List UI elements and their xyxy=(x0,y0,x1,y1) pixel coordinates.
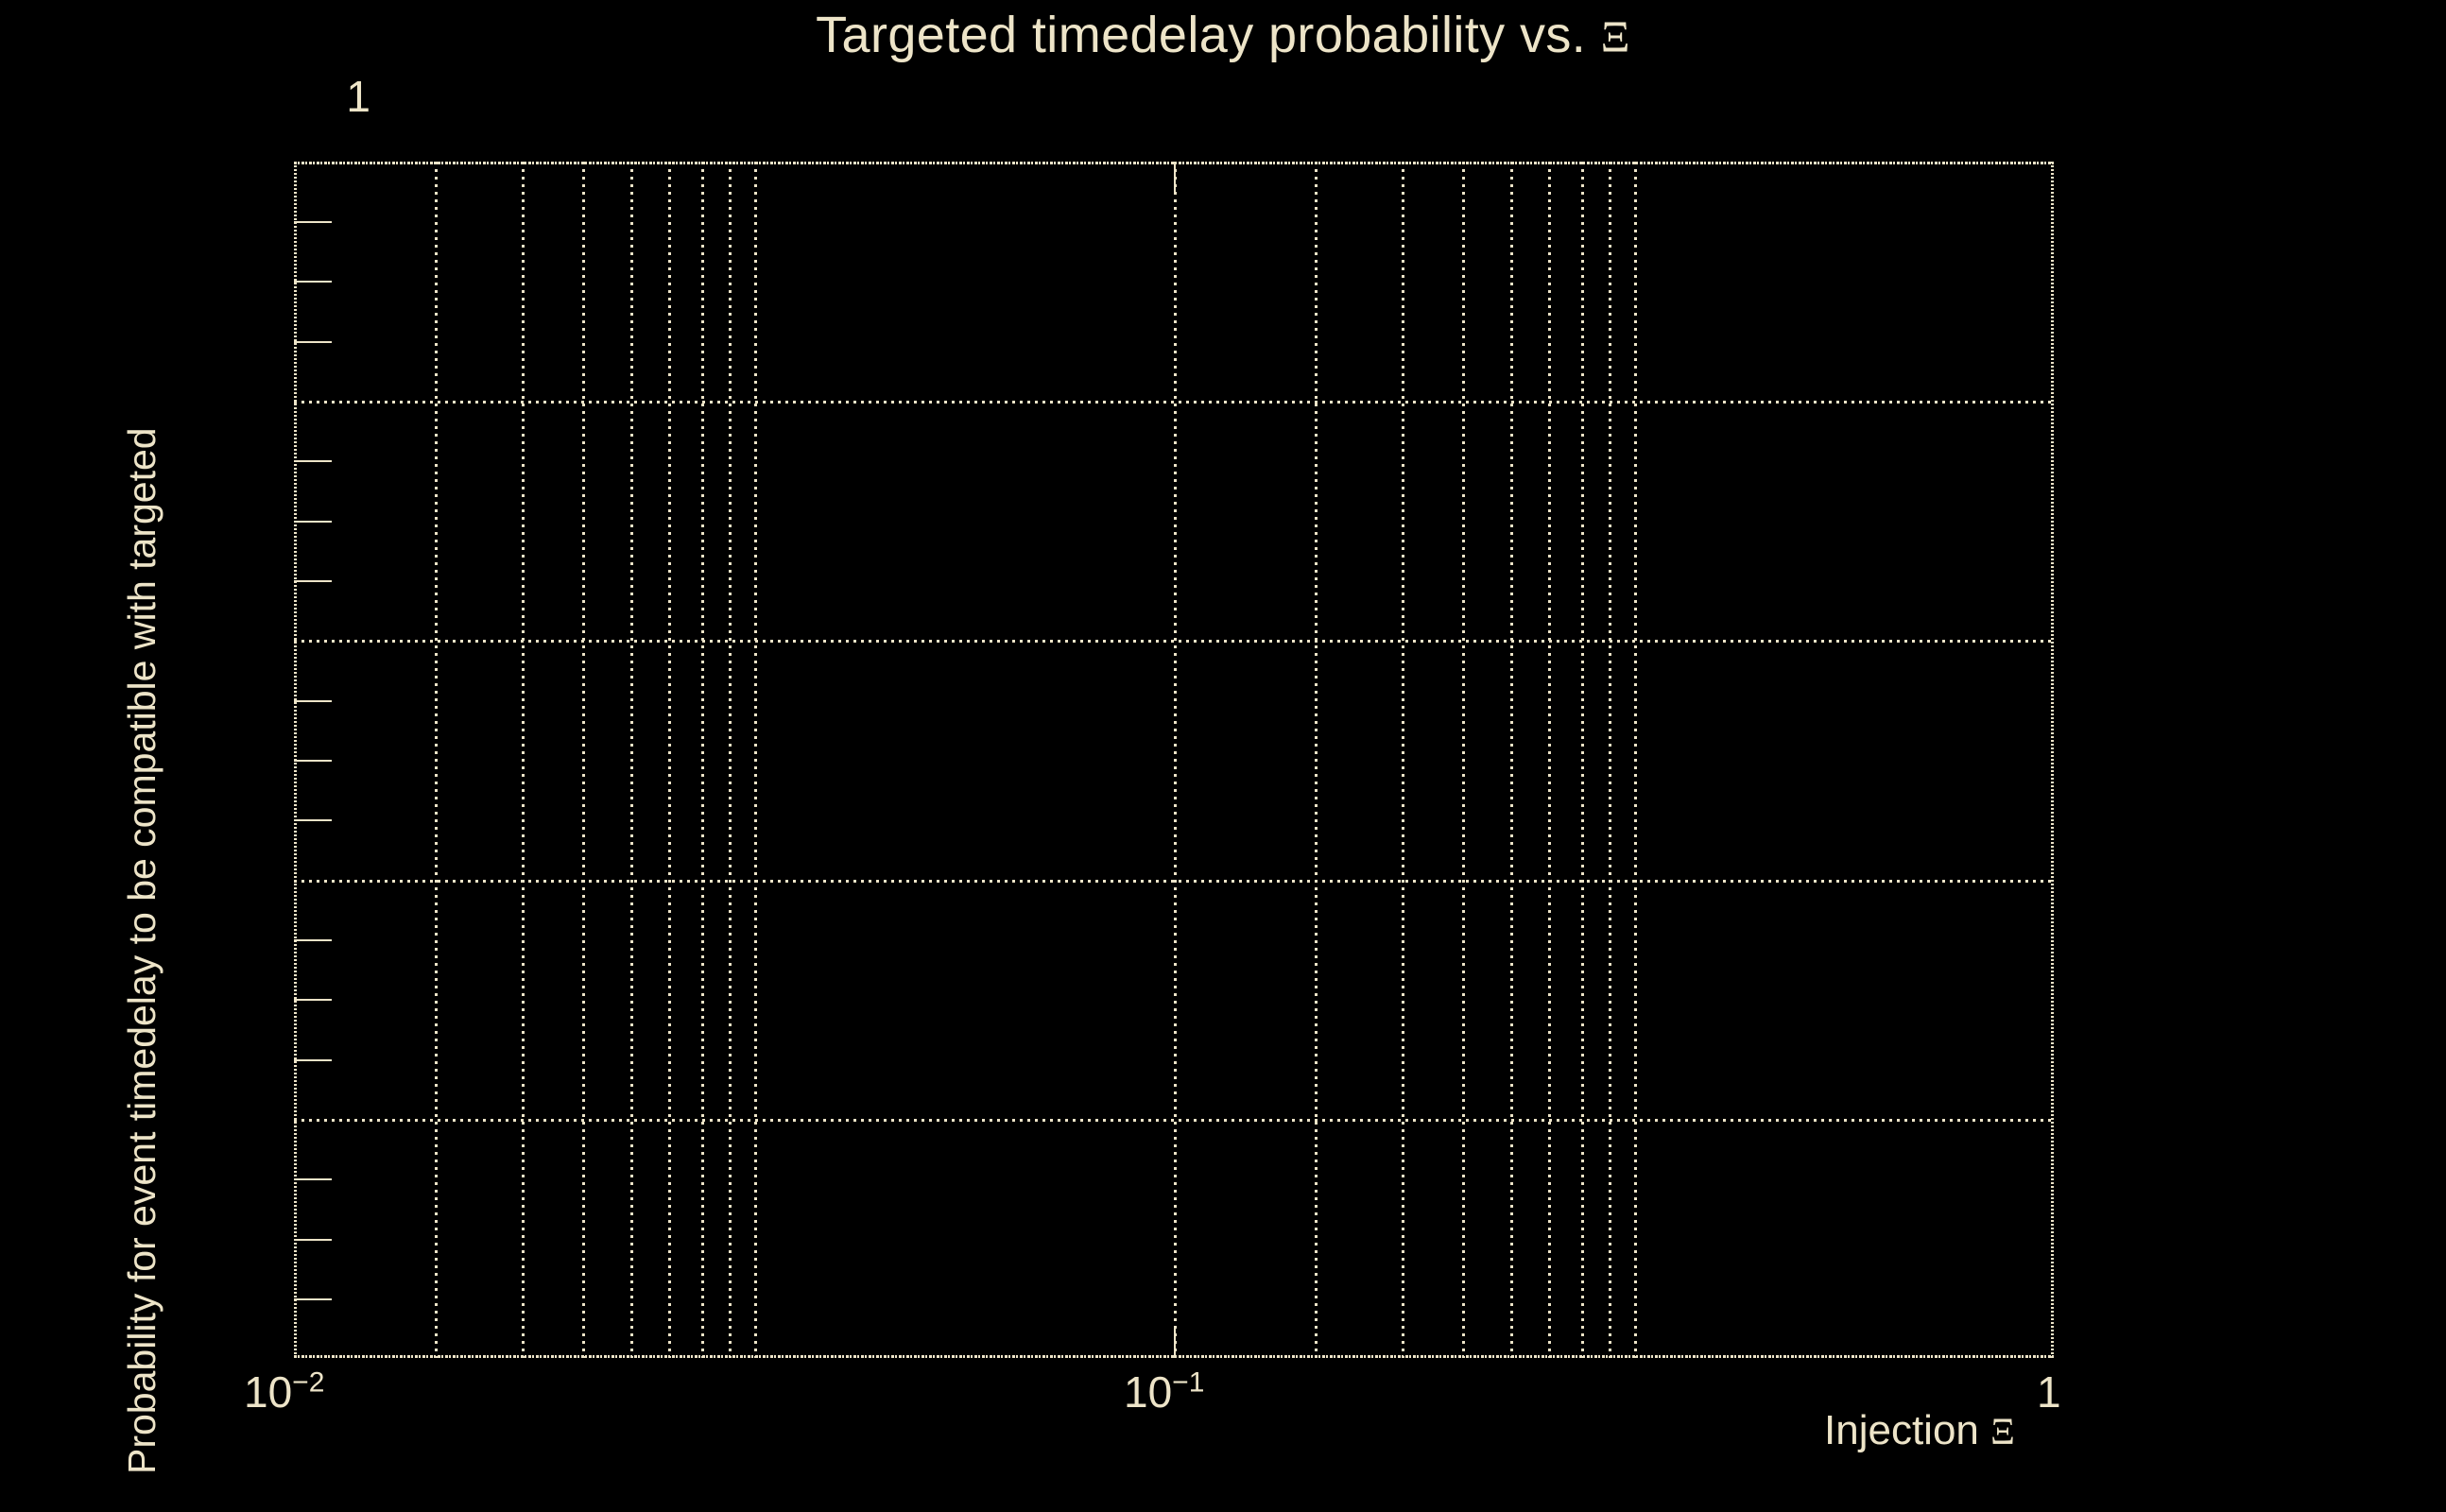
title-xi-symbol: Ξ xyxy=(1600,12,1630,62)
gridline-v-0p08 xyxy=(729,162,732,1358)
frame-edge-bottom xyxy=(294,1355,2054,1358)
gridline-v-0p6 xyxy=(1548,162,1551,1358)
gridline-v-0p03 xyxy=(522,162,525,1358)
xtick-major-0p1-top xyxy=(1174,162,1176,194)
frame-edge-top xyxy=(294,162,2054,164)
gridline-v-0p05 xyxy=(630,162,633,1358)
ytick-minor-0p30 xyxy=(294,999,332,1001)
x-tick-label-1: 1 xyxy=(2037,1370,2061,1414)
x-tick-label-1e-2: 10−2 xyxy=(244,1366,325,1417)
gridline-v-0p07 xyxy=(701,162,704,1358)
ytick-minor-0p15 xyxy=(294,1178,332,1180)
ytick-minor-0p85 xyxy=(294,341,332,343)
frame-edge-right xyxy=(2051,162,2054,1358)
gridline-v-0p5 xyxy=(1510,162,1513,1358)
x-tick-mantissa: 10 xyxy=(244,1367,293,1417)
gridline-v-0p1 xyxy=(1174,162,1177,1358)
gridline-v-0p02 xyxy=(435,162,438,1358)
x-tick-mantissa: 10 xyxy=(1124,1367,1173,1417)
gridline-v-0p2 xyxy=(1315,162,1318,1358)
ytick-minor-0p05 xyxy=(294,1298,332,1300)
gridline-v-0p3 xyxy=(1402,162,1404,1358)
gridline-v-0p06 xyxy=(668,162,671,1358)
x-tick-exponent: −2 xyxy=(292,1366,325,1399)
gridline-v-0p9 xyxy=(1634,162,1637,1358)
x-axis-title: Injection Ξ xyxy=(1824,1408,2015,1454)
ytick-minor-0p25 xyxy=(294,1059,332,1061)
xtick-major-0p1-bottom xyxy=(1174,1326,1176,1358)
ytick-minor-0p65 xyxy=(294,580,332,582)
x-axis-title-text: Injection xyxy=(1824,1407,1991,1453)
x-axis-title-xi-symbol: Ξ xyxy=(1990,1410,2015,1452)
gridline-v-0p4 xyxy=(1462,162,1465,1358)
page-title: Targeted timedelay probability vs. Ξ xyxy=(0,6,2446,67)
gridline-v-0p7 xyxy=(1581,162,1584,1358)
frame-edge-left xyxy=(294,162,297,1358)
ytick-minor-0p55 xyxy=(294,700,332,702)
ytick-minor-0p95 xyxy=(294,221,332,223)
ytick-minor-0p35 xyxy=(294,939,332,941)
ytick-minor-0p70 xyxy=(294,521,332,523)
ytick-minor-0p75 xyxy=(294,460,332,462)
ytick-minor-0p10 xyxy=(294,1239,332,1241)
ytick-minor-0p45 xyxy=(294,819,332,821)
gridline-v-0p04 xyxy=(582,162,585,1358)
gridline-v-0p09 xyxy=(754,162,757,1358)
ytick-minor-0p50 xyxy=(294,760,332,762)
title-text: Targeted timedelay probability vs. xyxy=(816,7,1601,63)
ytick-minor-0p90 xyxy=(294,281,332,283)
plot-frame xyxy=(294,162,2054,1358)
x-tick-mantissa: 1 xyxy=(2037,1367,2061,1417)
x-tick-label-1e-1: 10−1 xyxy=(1124,1366,1205,1417)
y-tick-label-1: 1 xyxy=(346,72,370,121)
x-tick-exponent: −1 xyxy=(1172,1366,1205,1399)
gridline-v-0p8 xyxy=(1609,162,1611,1358)
y-axis-title: Probability for event timedelay to be co… xyxy=(120,427,164,1474)
